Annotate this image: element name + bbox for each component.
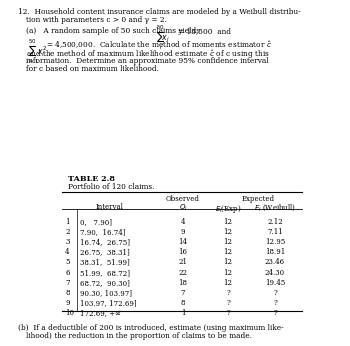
Text: 38.31,  51.99]: 38.31, 51.99] — [80, 258, 130, 266]
Text: $\sum_{i=1}^{50} x_i^2$: $\sum_{i=1}^{50} x_i^2$ — [26, 37, 47, 66]
Text: 12: 12 — [224, 228, 232, 236]
Text: and the method of maximum likelihood estimate $\hat{c}$ of c using this: and the method of maximum likelihood est… — [26, 49, 270, 62]
Text: 12: 12 — [224, 258, 232, 266]
Text: TABLE 2.8: TABLE 2.8 — [68, 175, 115, 183]
Text: $E_i$ (Weibull): $E_i$ (Weibull) — [254, 203, 296, 213]
Text: = 4,500,000.  Calculate the method of moments estimator $\hat{c}$: = 4,500,000. Calculate the method of mom… — [46, 40, 272, 51]
Text: 68.72,  90.30]: 68.72, 90.30] — [80, 279, 130, 287]
Text: $O_i$: $O_i$ — [178, 203, 187, 213]
Text: 2: 2 — [65, 228, 70, 236]
Text: 90.30, 103.97]: 90.30, 103.97] — [80, 289, 132, 297]
Text: $E_i$(Exp): $E_i$(Exp) — [215, 203, 241, 215]
Text: 12.95: 12.95 — [265, 238, 285, 246]
Text: 3: 3 — [65, 238, 69, 246]
Text: 14: 14 — [178, 238, 188, 246]
Text: 12: 12 — [224, 218, 232, 226]
Text: 4: 4 — [181, 218, 185, 226]
Text: 16: 16 — [178, 248, 188, 256]
Text: ?: ? — [273, 299, 277, 307]
Text: 19.45: 19.45 — [265, 279, 285, 287]
Text: 51.99,  68.72]: 51.99, 68.72] — [80, 269, 130, 277]
Text: 18: 18 — [178, 279, 188, 287]
Text: Expected: Expected — [241, 195, 274, 203]
Text: for c based on maximum likelihood.: for c based on maximum likelihood. — [26, 65, 159, 73]
Text: 23.46: 23.46 — [265, 258, 285, 266]
Text: 12: 12 — [224, 269, 232, 277]
Text: 8: 8 — [181, 299, 185, 307]
Text: ?: ? — [226, 309, 230, 318]
Text: 7: 7 — [181, 289, 185, 297]
Text: 172.69, +∞: 172.69, +∞ — [80, 309, 121, 318]
Text: 2.12: 2.12 — [267, 218, 283, 226]
Text: (a)   A random sample of 50 such claims yields: (a) A random sample of 50 such claims yi… — [26, 27, 200, 35]
Text: 12: 12 — [224, 248, 232, 256]
Text: ?: ? — [273, 289, 277, 297]
Text: 103.97, 172.69]: 103.97, 172.69] — [80, 299, 136, 307]
Text: 5: 5 — [65, 258, 70, 266]
Text: ?: ? — [273, 309, 277, 318]
Text: Interval: Interval — [96, 203, 124, 211]
Text: information.  Determine an approximate 95% confidence interval: information. Determine an approximate 95… — [26, 57, 269, 65]
Text: 22: 22 — [178, 269, 188, 277]
Text: 26.75,  38.31]: 26.75, 38.31] — [80, 248, 130, 256]
Text: (b)  If a deductible of 200 is introduced, estimate (using maximum like-: (b) If a deductible of 200 is introduced… — [18, 324, 284, 332]
Text: 12: 12 — [224, 238, 232, 246]
Text: 7.11: 7.11 — [267, 228, 283, 236]
Text: 6: 6 — [65, 269, 70, 277]
Text: 18.91: 18.91 — [265, 248, 285, 256]
Text: 1: 1 — [181, 309, 185, 318]
Text: $\sum_{i}^{50}\!x_i$: $\sum_{i}^{50}\!x_i$ — [156, 23, 170, 52]
Text: 10: 10 — [65, 309, 74, 318]
Text: 24.30: 24.30 — [265, 269, 285, 277]
Text: 1: 1 — [65, 218, 70, 226]
Text: 7: 7 — [65, 279, 70, 287]
Text: Portfolio of 120 claims.: Portfolio of 120 claims. — [68, 183, 154, 191]
Text: Observed: Observed — [166, 195, 200, 203]
Text: ?: ? — [226, 299, 230, 307]
Text: 0,   7.90]: 0, 7.90] — [80, 218, 112, 226]
Text: tion with parameters c > 0 and γ = 2.: tion with parameters c > 0 and γ = 2. — [26, 16, 167, 24]
Text: ?: ? — [226, 289, 230, 297]
Text: 12.  Household content insurance claims are modeled by a Weibull distribu-: 12. Household content insurance claims a… — [18, 8, 301, 16]
Text: 4: 4 — [65, 248, 70, 256]
Text: 12: 12 — [224, 279, 232, 287]
Text: = 13,500  and: = 13,500 and — [178, 27, 231, 35]
Text: 16.74,  26.75]: 16.74, 26.75] — [80, 238, 130, 246]
Text: 8: 8 — [65, 289, 70, 297]
Text: lihood) the reduction in the proportion of claims to be made.: lihood) the reduction in the proportion … — [26, 332, 252, 340]
Text: 9: 9 — [181, 228, 185, 236]
Text: 21: 21 — [178, 258, 188, 266]
Text: 9: 9 — [65, 299, 70, 307]
Text: 7.90,  16.74]: 7.90, 16.74] — [80, 228, 126, 236]
